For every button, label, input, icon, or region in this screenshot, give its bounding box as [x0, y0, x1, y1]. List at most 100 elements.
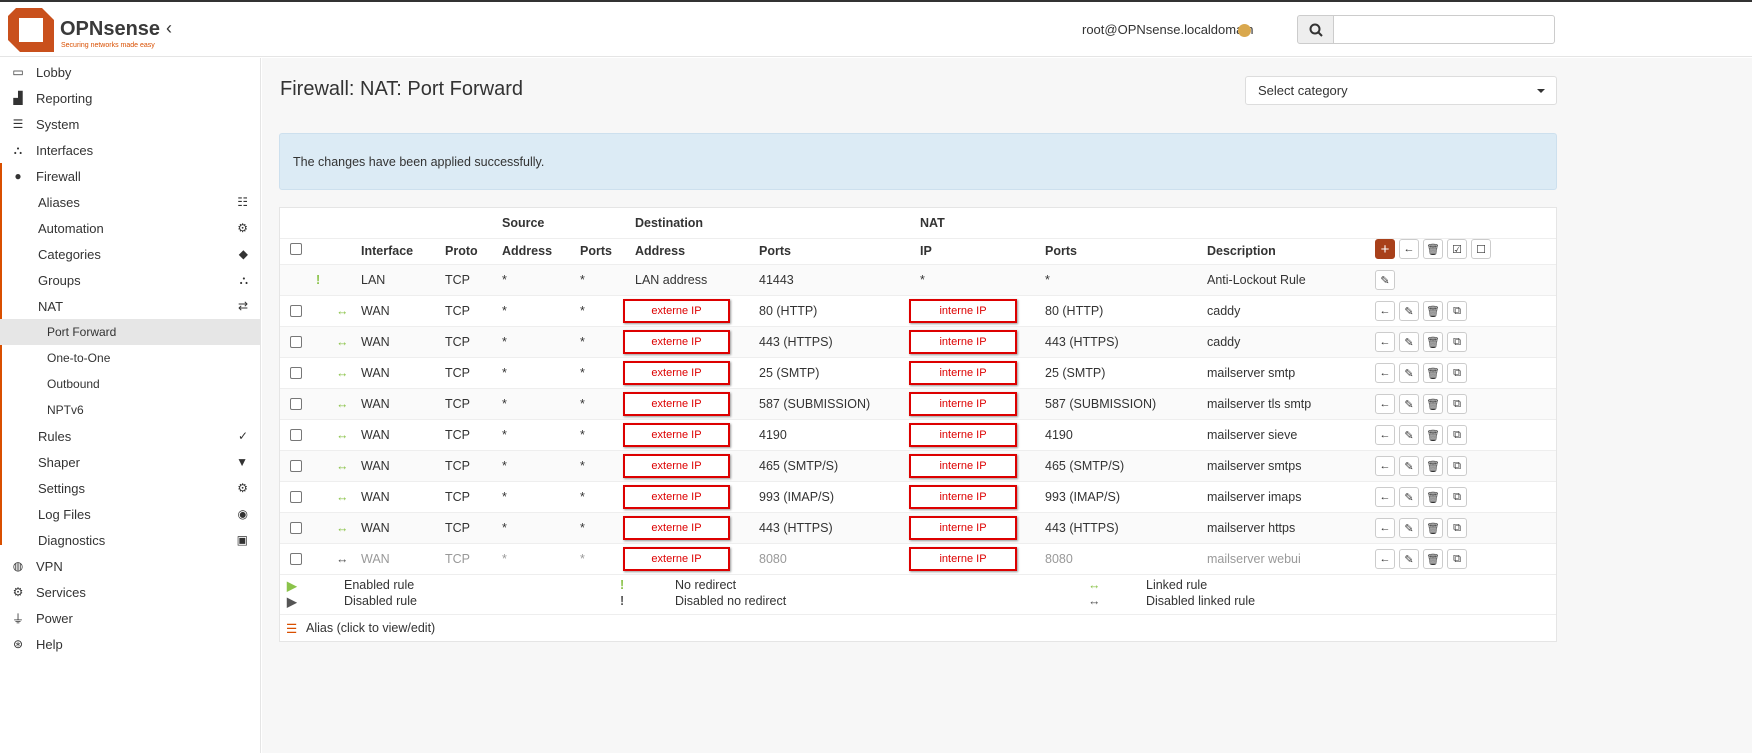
sidebar-item-groups[interactable]: Groups ⛬ — [0, 267, 260, 293]
edit-button[interactable]: ✎ — [1399, 332, 1419, 352]
cell-destination-address[interactable]: externe IP — [623, 361, 730, 385]
sidebar-item-firewall[interactable]: ● Firewall — [0, 163, 260, 189]
move-button[interactable]: ← — [1375, 456, 1395, 476]
sidebar-item-help[interactable]: ⊛ Help — [0, 631, 260, 657]
cell-nat-ip[interactable]: interne IP — [909, 392, 1017, 416]
cell-nat-ip[interactable]: interne IP — [909, 485, 1017, 509]
delete-button[interactable]: 🗑 — [1423, 363, 1443, 383]
sidebar-item-rules[interactable]: Rules ✓ — [0, 423, 260, 449]
cell-nat-ip[interactable]: interne IP — [909, 516, 1017, 540]
category-select[interactable]: Select category — [1245, 76, 1557, 105]
sidebar-item-port-forward[interactable]: Port Forward — [0, 319, 260, 345]
clone-button[interactable]: ⧉ — [1447, 425, 1467, 445]
delete-button[interactable]: 🗑 — [1423, 332, 1443, 352]
cell-destination-address[interactable]: externe IP — [623, 485, 730, 509]
row-checkbox[interactable] — [290, 305, 302, 317]
sidebar-item-nptv6[interactable]: NPTv6 — [0, 397, 260, 423]
sidebar-item-automation[interactable]: Automation ⚙ — [0, 215, 260, 241]
row-checkbox[interactable] — [290, 429, 302, 441]
disable-button[interactable]: ☐ — [1471, 239, 1491, 259]
move-button[interactable]: ← — [1375, 301, 1395, 321]
move-button[interactable]: ← — [1375, 518, 1395, 538]
cell-destination-address[interactable]: externe IP — [623, 547, 730, 571]
sidebar-item-log-files[interactable]: Log Files ◉ — [0, 501, 260, 527]
clone-button[interactable]: ⧉ — [1447, 549, 1467, 569]
delete-button[interactable]: 🗑 — [1423, 425, 1443, 445]
clone-button[interactable]: ⧉ — [1447, 332, 1467, 352]
cell-destination-address[interactable]: externe IP — [623, 392, 730, 416]
row-checkbox[interactable] — [290, 398, 302, 410]
sidebar-item-shaper[interactable]: Shaper ▼ — [0, 449, 260, 475]
user-label[interactable]: root@OPNsense.localdomain — [1082, 22, 1254, 37]
cell-nat-ip[interactable]: interne IP — [909, 330, 1017, 354]
cell-nat-ip[interactable]: interne IP — [909, 423, 1017, 447]
add-button[interactable]: + — [1375, 239, 1395, 259]
sidebar-item-system[interactable]: ☰ System — [0, 111, 260, 137]
sidebar-item-settings[interactable]: Settings ⚙ — [0, 475, 260, 501]
clone-button[interactable]: ⧉ — [1447, 487, 1467, 507]
move-button[interactable]: ← — [1375, 394, 1395, 414]
delete-button[interactable]: 🗑 — [1423, 456, 1443, 476]
delete-button[interactable]: 🗑 — [1423, 487, 1443, 507]
row-checkbox[interactable] — [290, 367, 302, 379]
clone-button[interactable]: ⧉ — [1447, 518, 1467, 538]
cell-destination-address[interactable]: externe IP — [623, 299, 730, 323]
edit-button[interactable]: ✎ — [1399, 549, 1419, 569]
sidebar-item-diagnostics[interactable]: Diagnostics ▣ — [0, 527, 260, 553]
cell-nat-ip[interactable]: interne IP — [909, 361, 1017, 385]
sidebar-item-power[interactable]: ⏚ Power — [0, 605, 260, 631]
move-button[interactable]: ← — [1375, 332, 1395, 352]
select-all-checkbox[interactable] — [290, 243, 302, 255]
delete-button[interactable]: 🗑 — [1423, 394, 1443, 414]
search-input[interactable] — [1333, 15, 1555, 44]
row-checkbox[interactable] — [290, 460, 302, 472]
delete-button[interactable]: 🗑 — [1423, 518, 1443, 538]
clone-button[interactable]: ⧉ — [1447, 301, 1467, 321]
sidebar-item-one-to-one[interactable]: One-to-One — [0, 345, 260, 371]
move-button[interactable]: ← — [1375, 549, 1395, 569]
clone-button[interactable]: ⧉ — [1447, 363, 1467, 383]
sidebar-item-interfaces[interactable]: ⛬ Interfaces — [0, 137, 260, 163]
row-checkbox[interactable] — [290, 553, 302, 565]
edit-button[interactable]: ✎ — [1399, 456, 1419, 476]
collapse-sidebar-icon[interactable]: ‹ — [166, 18, 172, 38]
cell-destination-address[interactable]: externe IP — [623, 516, 730, 540]
row-checkbox[interactable] — [290, 336, 302, 348]
move-button[interactable]: ← — [1375, 363, 1395, 383]
edit-button[interactable]: ✎ — [1399, 487, 1419, 507]
edit-button[interactable]: ✎ — [1375, 270, 1395, 290]
edit-button[interactable]: ✎ — [1399, 518, 1419, 538]
sidebar-item-categories[interactable]: Categories ◆ — [0, 241, 260, 267]
cell-nat-ip[interactable]: interne IP — [909, 454, 1017, 478]
sidebar-item-lobby[interactable]: ▭ Lobby — [0, 59, 260, 85]
cell-nat-ports: 465 (SMTP/S) — [1045, 459, 1125, 473]
delete-button[interactable]: 🗑 — [1423, 549, 1443, 569]
sidebar-item-reporting[interactable]: ▟ Reporting — [0, 85, 260, 111]
sidebar-item-outbound[interactable]: Outbound — [0, 371, 260, 397]
sidebar-item-aliases[interactable]: Aliases ☷ — [0, 189, 260, 215]
move-button[interactable]: ← — [1375, 487, 1395, 507]
sidebar-item-vpn[interactable]: ◍ VPN — [0, 553, 260, 579]
clone-button[interactable]: ⧉ — [1447, 394, 1467, 414]
edit-button[interactable]: ✎ — [1399, 363, 1419, 383]
clone-button[interactable]: ⧉ — [1447, 456, 1467, 476]
search-button[interactable] — [1297, 15, 1334, 44]
sidebar-item-services[interactable]: ⚙ Services — [0, 579, 260, 605]
opnsense-logo[interactable] — [8, 8, 54, 52]
sidebar-item-nat[interactable]: NAT ⇄ — [0, 293, 260, 319]
delete-button[interactable]: 🗑 — [1423, 301, 1443, 321]
cell-destination-address[interactable]: externe IP — [623, 454, 730, 478]
cell-nat-ip[interactable]: interne IP — [909, 299, 1017, 323]
edit-button[interactable]: ✎ — [1399, 394, 1419, 414]
cell-destination-address[interactable]: externe IP — [623, 330, 730, 354]
edit-button[interactable]: ✎ — [1399, 301, 1419, 321]
enable-button[interactable]: ☑ — [1447, 239, 1467, 259]
move-button[interactable]: ← — [1399, 239, 1419, 259]
delete-button[interactable]: 🗑 — [1423, 239, 1443, 259]
cell-destination-address[interactable]: externe IP — [623, 423, 730, 447]
cell-nat-ip[interactable]: interne IP — [909, 547, 1017, 571]
edit-button[interactable]: ✎ — [1399, 425, 1419, 445]
row-checkbox[interactable] — [290, 522, 302, 534]
move-button[interactable]: ← — [1375, 425, 1395, 445]
row-checkbox[interactable] — [290, 491, 302, 503]
